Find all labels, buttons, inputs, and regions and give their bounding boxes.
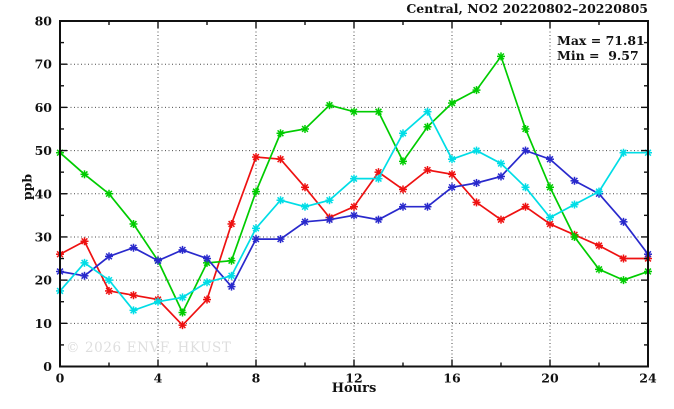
x-axis-label: Hours — [331, 381, 377, 396]
svg-text:70: 70 — [35, 57, 53, 72]
svg-text:16: 16 — [443, 371, 461, 386]
min-value-label: Min = 9.57 — [557, 48, 639, 63]
svg-text:80: 80 — [35, 14, 53, 29]
svg-text:24: 24 — [639, 371, 657, 386]
svg-text:20: 20 — [35, 273, 53, 288]
svg-text:20: 20 — [541, 371, 559, 386]
svg-text:40: 40 — [35, 186, 53, 201]
svg-text:12: 12 — [345, 371, 362, 386]
svg-text:4: 4 — [154, 371, 163, 386]
svg-text:60: 60 — [35, 100, 53, 115]
max-min-annotation: Max = 71.81 Min = 9.57 — [557, 33, 645, 63]
svg-text:30: 30 — [35, 229, 53, 244]
chart-title: Central, NO2 20220802–20220805 — [406, 1, 648, 16]
svg-text:8: 8 — [252, 371, 261, 386]
y-axis-label: ppb — [19, 173, 35, 201]
max-value-label: Max = 71.81 — [557, 33, 645, 48]
watermark: © 2026 ENVF, HKUST — [66, 340, 232, 356]
svg-text:0: 0 — [43, 359, 52, 374]
svg-text:10: 10 — [35, 316, 53, 331]
svg-text:0: 0 — [56, 371, 65, 386]
svg-text:50: 50 — [35, 143, 53, 158]
